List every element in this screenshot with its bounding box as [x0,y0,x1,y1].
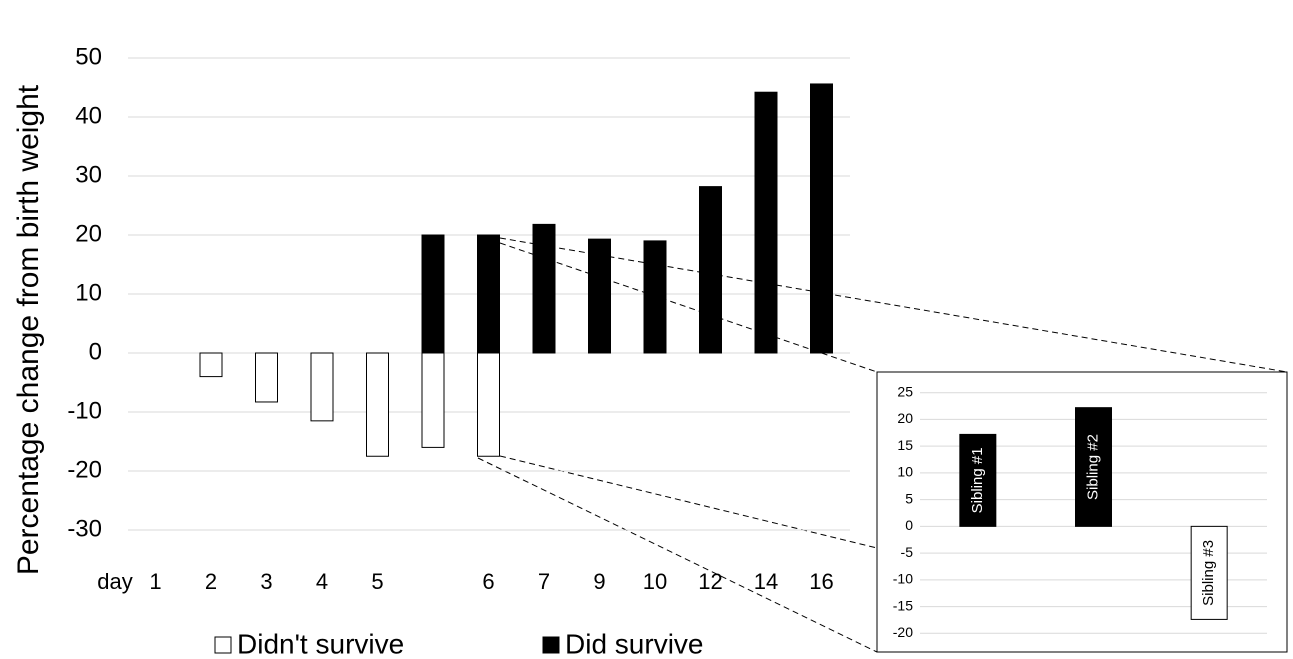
bar [421,234,445,354]
y-tick-label: -10 [67,397,102,424]
bar [1190,525,1228,620]
legend-label: Did survive [565,628,703,659]
bar [532,223,556,354]
y-tick-label: -20 [893,624,913,640]
bar-label: Sibling #3 [1200,540,1217,606]
y-tick-label: -20 [67,456,102,483]
zoom-line [499,455,878,549]
x-tick-label: 6 [482,569,494,594]
y-tick-label: -15 [893,597,913,613]
y-tick-label: -5 [901,544,914,560]
y-axis-label: Percentage change from birth weight [12,84,45,575]
zoom-line [499,237,1288,373]
y-tick-label: 40 [75,102,102,129]
y-tick-label: 30 [75,161,102,188]
y-tick-label: 25 [897,383,913,399]
y-tick-label: 10 [897,464,913,480]
x-tick-label: 5 [371,569,383,594]
x-tick-label: 16 [809,569,833,594]
x-tick-label: 3 [260,569,272,594]
y-tick-label: 0 [89,338,102,365]
y-tick-label: 5 [905,490,913,506]
bar [754,91,778,354]
legend-label: Didn't survive [237,628,404,659]
bar [699,186,722,354]
bar [255,352,278,403]
bar [477,352,500,457]
bar [1075,407,1112,527]
x-tick-label: 7 [538,569,550,594]
y-tick-label: -10 [893,571,913,587]
bar [310,352,334,422]
bar [588,238,611,354]
y-tick-label: -30 [67,515,102,542]
x-tick-label: 12 [698,569,722,594]
legend-swatch [214,636,232,654]
x-tick-label: 9 [593,569,605,594]
x-tick-label: 2 [205,569,217,594]
x-axis-label: day [97,569,132,594]
y-tick-label: 10 [75,279,102,306]
bar [643,240,667,354]
bar [959,433,997,527]
y-tick-label: 20 [75,220,102,247]
y-tick-label: 20 [897,410,913,426]
x-tick-label: 10 [643,569,667,594]
bar [810,83,833,354]
bar-label: Sibling #1 [969,447,986,513]
legend-swatch [542,636,560,654]
x-tick-label: 14 [754,569,778,594]
bar [477,234,500,354]
y-tick-label: 0 [905,517,913,533]
bar-label: Sibling #2 [1084,434,1101,500]
bar [199,352,223,378]
zoom-line [477,457,878,653]
bar [366,352,389,457]
x-tick-label: 4 [316,569,328,594]
bar [421,352,445,448]
y-tick-label: 15 [897,437,913,453]
y-tick-label: 50 [75,43,102,70]
x-tick-label: 1 [149,569,161,594]
